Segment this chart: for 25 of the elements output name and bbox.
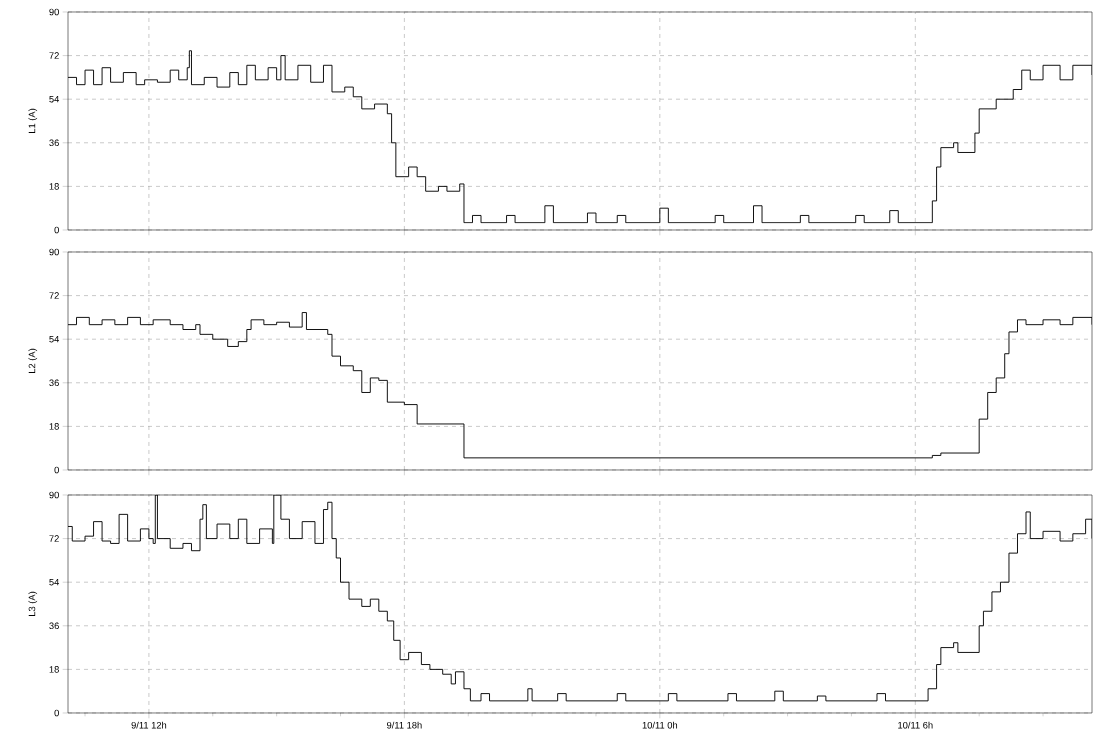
y-tick-label: 54 bbox=[49, 578, 60, 586]
y-tick-label: 0 bbox=[54, 226, 59, 234]
x-tick-label: 10/11 0h bbox=[642, 721, 678, 729]
y-tick-label: 72 bbox=[49, 535, 59, 542]
y-tick-label: 36 bbox=[49, 379, 59, 387]
y-tick-label: 0 bbox=[54, 466, 59, 474]
x-tick-label: 9/11 12h bbox=[131, 721, 167, 729]
y-tick-label: 36 bbox=[49, 622, 59, 630]
y-tick-label: 72 bbox=[49, 52, 59, 59]
y-tick-label: 90 bbox=[49, 248, 59, 256]
y-tick-label: 90 bbox=[49, 491, 59, 499]
x-tick-label: 9/11 18h bbox=[386, 721, 422, 729]
y-axis-title: L2 (A) bbox=[28, 348, 38, 373]
y-tick-label: 54 bbox=[49, 95, 60, 103]
x-tick-label: 10/11 6h bbox=[898, 721, 933, 729]
y-tick-label: 54 bbox=[49, 335, 60, 343]
y-tick-label: 0 bbox=[54, 709, 59, 717]
y-tick-label: 90 bbox=[49, 8, 59, 16]
y-tick-label: 72 bbox=[49, 292, 59, 299]
y-tick-label: 18 bbox=[49, 183, 59, 190]
y-axis-title: L1 (A) bbox=[28, 108, 38, 133]
y-tick-label: 18 bbox=[49, 423, 59, 430]
y-tick-label: 18 bbox=[49, 666, 59, 673]
y-tick-label: 36 bbox=[49, 139, 59, 147]
y-axis-title: L3 (A) bbox=[28, 591, 38, 616]
